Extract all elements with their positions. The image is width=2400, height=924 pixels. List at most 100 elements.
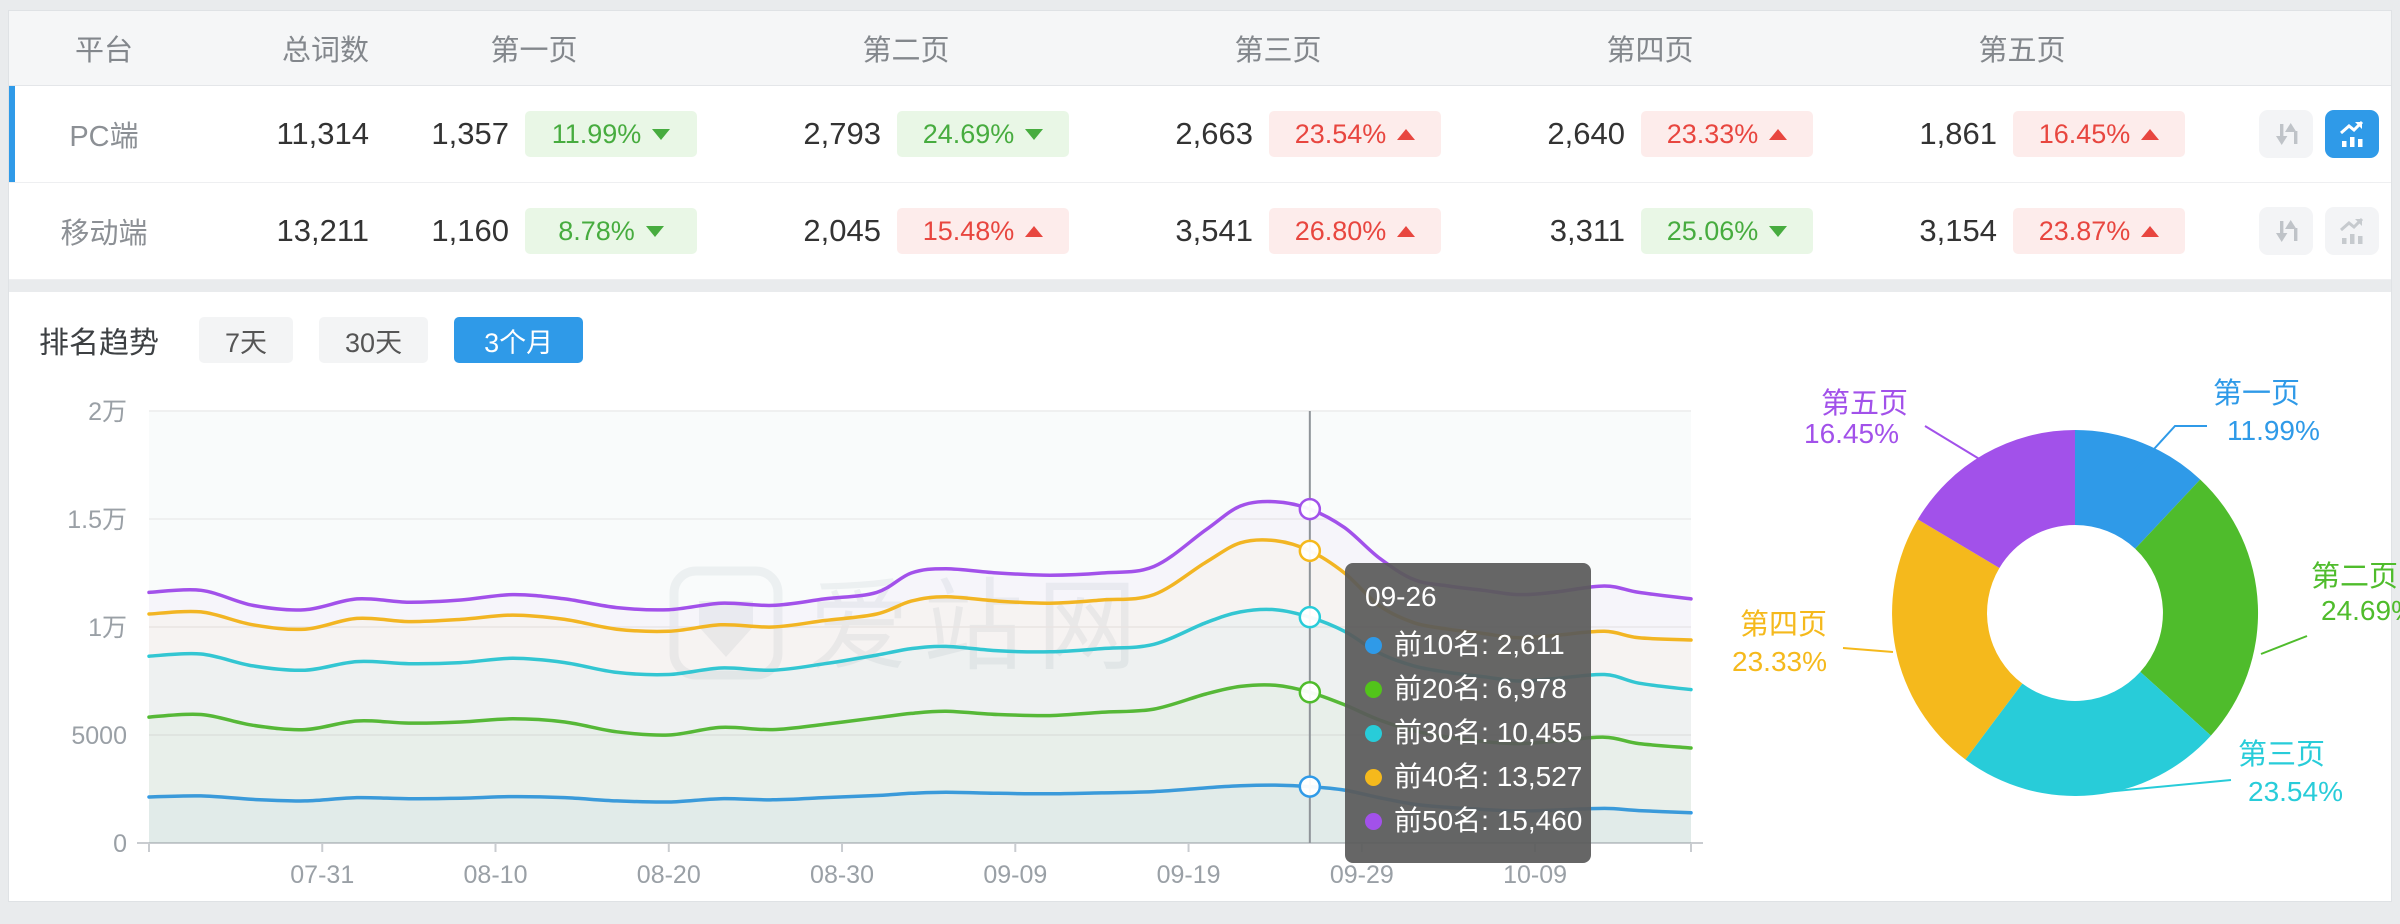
page5-change-badge: 16.45% <box>2013 111 2185 157</box>
x-axis-label: 08-30 <box>810 861 874 889</box>
donut-label-name: 第三页 <box>2238 738 2325 771</box>
x-axis-label: 08-20 <box>637 861 701 889</box>
trend-chart-button[interactable] <box>2325 207 2379 255</box>
trend-down-icon <box>1769 225 1788 237</box>
donut-label-name: 第二页 <box>2311 560 2398 593</box>
sort-button[interactable] <box>2259 207 2313 255</box>
page4-change-badge: 25.06% <box>1641 208 1813 254</box>
page5-count: 1,861 <box>1919 116 1997 151</box>
trend-up-icon <box>1397 225 1416 237</box>
donut-slice-0 <box>2075 430 2201 549</box>
y-axis-label: 0 <box>113 830 127 858</box>
x-axis-label: 09-29 <box>1330 861 1394 889</box>
tooltip-row: 前30名: 10,455 <box>1365 711 1582 755</box>
donut-label-pct: 23.33% <box>1732 646 1827 677</box>
page2-cell: 2,045 15.48% <box>741 208 1113 254</box>
trend-section-header: 排名趋势 7天 30天 3个月 <box>9 292 2391 364</box>
sort-arrows-icon <box>2276 220 2298 242</box>
page2-count: 2,045 <box>803 213 881 248</box>
donut-label-line <box>2260 635 2308 655</box>
trend-down-icon <box>1025 128 1044 140</box>
page3-change-badge: 23.54% <box>1269 111 1441 157</box>
donut-slice-3 <box>1892 519 2023 760</box>
crosshair-marker <box>1298 605 1322 629</box>
donut-label-pct: 24.69% <box>2321 595 2400 626</box>
page3-count: 2,663 <box>1175 116 1253 151</box>
sort-button[interactable] <box>2259 110 2313 158</box>
series-dot-icon <box>1365 768 1382 786</box>
tab-3-months[interactable]: 3个月 <box>454 317 584 363</box>
page5-cell: 3,154 23.87% <box>1857 208 2229 254</box>
page1-change-badge: 8.78% <box>525 208 697 254</box>
series-dot-icon <box>1365 812 1382 830</box>
donut-label-name: 第四页 <box>1740 608 1827 641</box>
total-words-value: 13,211 <box>276 213 369 248</box>
page1-count: 1,160 <box>431 213 509 248</box>
tooltip-row: 前20名: 6,978 <box>1365 667 1571 711</box>
header-platform: 平台 <box>74 35 133 67</box>
x-axis-label: 09-09 <box>983 861 1047 889</box>
page4-count: 2,640 <box>1547 116 1625 151</box>
page3-count: 3,541 <box>1175 213 1253 248</box>
row-actions <box>2229 207 2391 255</box>
tooltip-row: 前10名: 2,611 <box>1365 623 1571 667</box>
page1-count: 1,357 <box>431 116 509 151</box>
crosshair-marker <box>1298 681 1322 704</box>
trend-up-icon <box>1769 128 1788 140</box>
page4-count: 3,311 <box>1549 213 1625 248</box>
crosshair-marker <box>1298 775 1322 798</box>
series-dot-icon <box>1365 680 1382 698</box>
page3-cell: 3,541 26.80% <box>1113 208 1485 254</box>
trend-chart-icon <box>2340 217 2364 244</box>
donut-label-line <box>1842 647 1894 653</box>
donut-label-line <box>2104 779 2232 793</box>
header-page-4: 第四页 <box>1606 35 1694 67</box>
page2-change-badge: 15.48% <box>897 208 1069 254</box>
donut-slice-4 <box>1917 430 2075 568</box>
header-page-2: 第二页 <box>862 35 950 67</box>
table-header-row: 平台 总词数 第一页 第二页 第三页 第四页 第五页 <box>9 11 2391 86</box>
donut-slice-1 <box>2135 479 2259 736</box>
table-row-pc[interactable]: PC端 11,314 1,357 11.99% 2,793 24.69% 2,6… <box>9 86 2391 183</box>
page4-change-badge: 23.33% <box>1641 111 1813 157</box>
x-axis-label: 07-31 <box>290 861 354 889</box>
donut-slice-2 <box>1965 671 2211 796</box>
header-page-1: 第一页 <box>490 35 578 67</box>
donut-label-pct: 16.45% <box>1804 418 1899 449</box>
trend-chart-button[interactable] <box>2325 110 2379 158</box>
x-axis-label: 10-09 <box>1503 861 1567 889</box>
tab-30-days[interactable]: 30天 <box>319 317 429 363</box>
page4-cell: 2,640 23.33% <box>1485 111 1857 157</box>
trend-chart-icon <box>2340 120 2364 147</box>
crosshair-marker <box>1298 539 1322 563</box>
crosshair-marker <box>1298 497 1322 521</box>
y-axis-label: 1万 <box>88 614 127 642</box>
page3-cell: 2,663 23.54% <box>1113 111 1485 157</box>
table-row-mobile[interactable]: 移动端 13,211 1,160 8.78% 2,045 15.48% 3,54… <box>9 183 2391 280</box>
tooltip-row: 前50名: 15,460 <box>1365 799 1582 843</box>
trend-up-icon <box>2141 128 2160 140</box>
tab-7-days[interactable]: 7天 <box>199 317 294 363</box>
donut-label-pct: 23.54% <box>2248 776 2343 807</box>
platform-label: 移动端 <box>60 218 148 250</box>
page2-count: 2,793 <box>803 116 881 151</box>
trend-down-icon <box>652 128 671 140</box>
page5-cell: 1,861 16.45% <box>1857 111 2229 157</box>
series-dot-icon <box>1365 724 1382 742</box>
y-axis-label: 5000 <box>71 722 127 750</box>
header-total-words: 总词数 <box>281 35 369 67</box>
donut-label-pct: 11.99% <box>2227 415 2320 446</box>
tooltip-row: 前40名: 13,527 <box>1365 755 1582 799</box>
row-actions <box>2229 110 2391 158</box>
header-page-3: 第三页 <box>1234 35 1322 67</box>
x-axis-label: 08-10 <box>464 861 528 889</box>
page4-cell: 3,311 25.06% <box>1485 208 1857 254</box>
donut-label-line <box>2132 425 2207 473</box>
page1-cell: 1,357 11.99% <box>369 111 741 157</box>
tooltip-date: 09-26 <box>1365 581 1437 612</box>
total-words-value: 11,314 <box>276 116 369 151</box>
chart-tooltip: 09-26 前10名: 2,611 前20名: 6,978 前30名: 10,4… <box>1345 563 1591 863</box>
ranking-table: 平台 总词数 第一页 第二页 第三页 第四页 第五页 PC端 11,314 1,… <box>9 11 2391 280</box>
x-axis-label: 09-19 <box>1157 861 1221 889</box>
